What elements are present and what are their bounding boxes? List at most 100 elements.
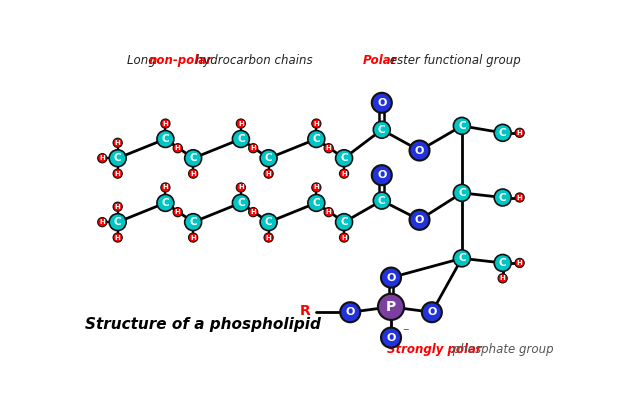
Text: H: H (99, 155, 105, 161)
Circle shape (340, 169, 348, 178)
Text: H: H (115, 140, 120, 146)
Text: C: C (114, 217, 122, 227)
Text: H: H (517, 130, 522, 136)
Circle shape (372, 165, 392, 185)
Circle shape (335, 150, 353, 167)
Circle shape (260, 214, 277, 231)
Text: O: O (386, 333, 396, 342)
Text: C: C (378, 125, 386, 135)
Text: H: H (175, 145, 181, 151)
Text: O: O (415, 146, 424, 156)
Text: O: O (427, 307, 437, 317)
Text: C: C (237, 198, 245, 208)
Circle shape (515, 193, 524, 202)
Text: C: C (161, 198, 170, 208)
Text: H: H (238, 184, 244, 190)
Text: H: H (238, 121, 244, 127)
Text: non-polar: non-polar (148, 54, 212, 67)
Circle shape (109, 150, 126, 167)
Circle shape (161, 119, 170, 128)
Text: H: H (517, 194, 522, 200)
Circle shape (184, 214, 202, 231)
Circle shape (113, 202, 122, 211)
Text: C: C (161, 134, 170, 144)
Circle shape (97, 154, 107, 163)
Text: H: H (115, 171, 120, 176)
Text: H: H (250, 145, 256, 151)
Text: H: H (500, 275, 505, 282)
Circle shape (409, 210, 430, 230)
Text: H: H (341, 235, 347, 241)
Text: H: H (266, 235, 271, 241)
Circle shape (248, 144, 258, 153)
Text: O: O (377, 170, 386, 180)
Text: C: C (265, 217, 273, 227)
Text: C: C (340, 217, 348, 227)
Circle shape (189, 169, 197, 178)
Circle shape (236, 183, 245, 192)
Text: C: C (189, 153, 197, 163)
Text: H: H (326, 145, 332, 151)
Text: H: H (314, 184, 319, 190)
Text: Strongly polar: Strongly polar (387, 343, 482, 356)
Circle shape (515, 258, 524, 267)
Circle shape (409, 140, 430, 160)
Text: H: H (115, 235, 120, 241)
Text: C: C (499, 128, 507, 138)
Circle shape (494, 255, 511, 271)
Text: Polar: Polar (363, 54, 397, 67)
Circle shape (378, 294, 404, 320)
Text: H: H (163, 184, 168, 190)
Text: C: C (499, 192, 507, 203)
Text: phosphate group: phosphate group (449, 343, 553, 356)
Circle shape (232, 130, 250, 148)
Text: H: H (341, 171, 347, 176)
Circle shape (109, 214, 126, 231)
Text: C: C (499, 258, 507, 268)
Circle shape (161, 183, 170, 192)
Text: ⁻: ⁻ (402, 326, 409, 340)
Circle shape (340, 302, 360, 322)
Text: C: C (312, 198, 320, 208)
Circle shape (264, 233, 273, 242)
Text: O: O (377, 98, 386, 108)
Circle shape (308, 130, 325, 148)
Text: C: C (237, 134, 245, 144)
Circle shape (340, 233, 348, 242)
Circle shape (312, 183, 321, 192)
Circle shape (248, 207, 258, 217)
Circle shape (422, 302, 442, 322)
Text: C: C (312, 134, 320, 144)
Circle shape (173, 144, 183, 153)
Circle shape (324, 144, 333, 153)
Text: C: C (458, 188, 466, 198)
Text: C: C (340, 153, 348, 163)
Circle shape (453, 250, 470, 267)
Text: C: C (458, 121, 466, 131)
Text: H: H (115, 204, 120, 210)
Circle shape (113, 138, 122, 148)
Text: H: H (326, 209, 332, 215)
Text: H: H (190, 171, 196, 176)
Circle shape (308, 194, 325, 211)
Circle shape (264, 169, 273, 178)
Circle shape (157, 130, 174, 148)
Text: O: O (386, 273, 396, 283)
Circle shape (173, 207, 183, 217)
Circle shape (373, 192, 390, 209)
Text: H: H (314, 121, 319, 127)
Circle shape (113, 233, 122, 242)
Text: H: H (175, 209, 181, 215)
Circle shape (184, 150, 202, 167)
Circle shape (236, 119, 245, 128)
Text: H: H (250, 209, 256, 215)
Circle shape (113, 169, 122, 178)
Circle shape (232, 194, 250, 211)
Circle shape (260, 150, 277, 167)
Text: P: P (386, 300, 396, 314)
Text: Long: Long (127, 54, 160, 67)
Text: H: H (266, 171, 271, 176)
Circle shape (453, 117, 470, 134)
Circle shape (189, 233, 197, 242)
Text: C: C (114, 153, 122, 163)
